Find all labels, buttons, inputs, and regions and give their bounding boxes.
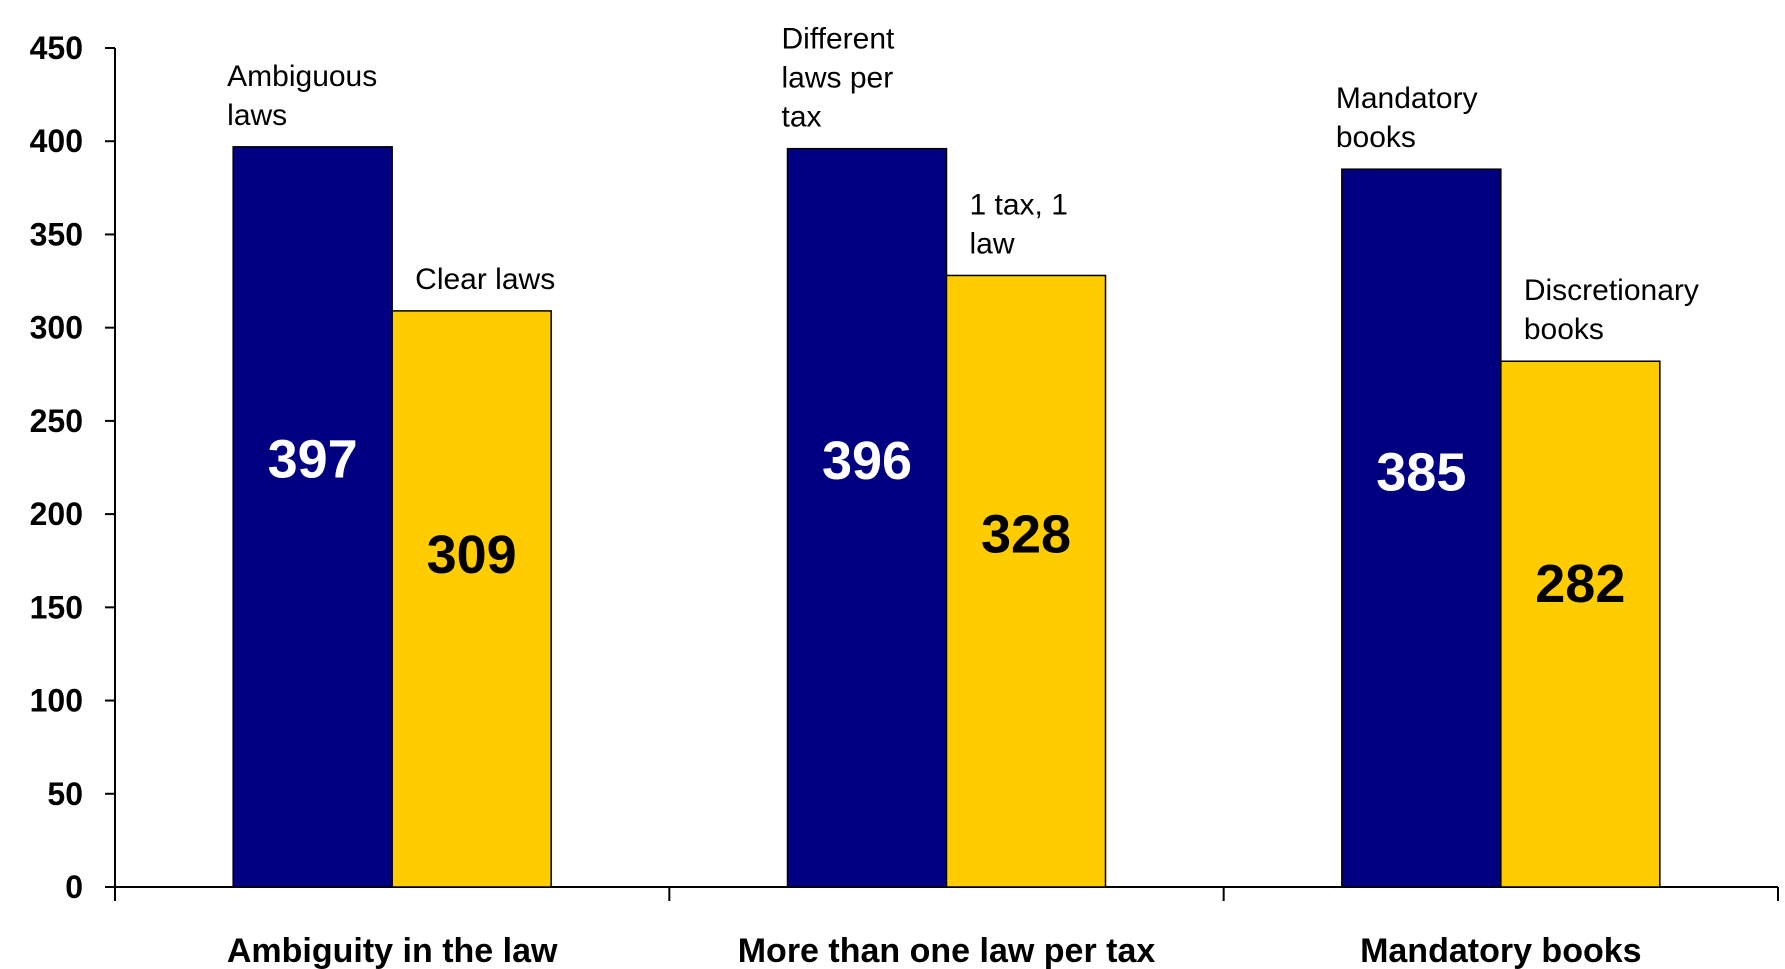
bar-description-line: laws per [782,62,894,95]
bar-value-label: 397 [268,430,358,490]
y-tick-label: 150 [30,589,83,625]
y-tick-label: 100 [30,683,83,719]
x-category-label: Ambiguity in the law [227,932,558,969]
bar-description-label: Different laws per tax [782,23,896,134]
y-tick-label: 50 [47,776,83,812]
bar-description-line: Clear laws [415,263,555,296]
bar-description-label: Ambiguous laws [227,60,377,132]
x-axis: Ambiguity in the law More than one law pe… [114,886,1779,969]
bar-description-line: Ambiguous [227,60,377,93]
bar-description-line: books [1524,313,1604,346]
bar-value-label: 282 [1535,554,1625,614]
bar-description-line: 1 tax, 1 [970,188,1068,221]
bar-description-label: Mandatory books [1336,82,1478,154]
bar-labels: 397 Ambiguous laws 396 Different laws per tax 3… [227,23,1699,614]
bar-description-label: Discretionary books [1524,274,1699,346]
y-tick-label: 450 [30,30,83,66]
y-tick-label: 0 [65,869,83,905]
y-tick-label: 350 [30,216,83,252]
bar-description-label: 1 tax, 1 law [970,188,1068,260]
bar-description-line: Mandatory [1336,82,1478,115]
x-category-label: More than one law per tax [738,932,1156,969]
bar [232,146,393,888]
bar-description-label: Clear laws [415,263,555,296]
bar-value-label: 385 [1376,443,1466,503]
bar-value-label: 396 [822,431,912,491]
bar-description-line: law [970,227,1015,260]
bar-value-label: 328 [981,504,1071,564]
y-tick-label: 300 [30,310,83,346]
bar [786,147,948,888]
bar-description-line: Different [782,23,896,56]
bar-description-line: books [1336,121,1416,154]
bar [945,274,1107,888]
bar [1500,360,1661,888]
y-axis: 0 50 100 150 200 250 300 350 400 450 [30,30,116,905]
bars [232,146,1661,888]
bar-value-label: 309 [427,525,517,585]
bar [1341,168,1502,888]
bar [391,310,552,888]
x-category-label: Mandatory books [1360,932,1641,969]
bar-description-line: laws [227,99,287,132]
y-tick-label: 200 [30,496,83,532]
bar-description-line: tax [782,101,822,134]
y-tick-label: 250 [30,403,83,439]
bar-description-line: Discretionary [1524,274,1699,307]
y-tick-label: 400 [30,123,83,159]
